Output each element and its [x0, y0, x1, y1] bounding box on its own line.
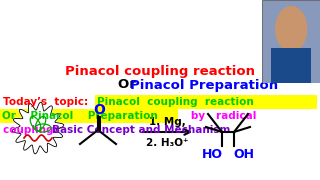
Text: 2. H₃O⁺: 2. H₃O⁺	[146, 138, 188, 148]
Text: HO: HO	[202, 147, 222, 161]
Text: by   radical: by radical	[180, 111, 256, 121]
Text: 1. Mg,: 1. Mg,	[148, 117, 185, 127]
Text: Or: Or	[118, 78, 140, 91]
Text: Today’s  topic:: Today’s topic:	[3, 97, 92, 107]
Bar	[0, 109, 178, 123]
Circle shape	[275, 6, 307, 52]
Polygon shape	[12, 102, 64, 154]
Text: Basic Concept and Mechanism.: Basic Concept and Mechanism.	[52, 125, 234, 135]
Bar	[95, 95, 317, 109]
FancyBboxPatch shape	[271, 48, 311, 83]
Text: O: O	[93, 103, 105, 117]
Text: Pinacol Preparation: Pinacol Preparation	[130, 78, 278, 91]
Text: coupling:: coupling:	[3, 125, 61, 135]
Text: Pinacol  coupling  reaction: Pinacol coupling reaction	[97, 97, 254, 107]
Text: Pinacol coupling reaction: Pinacol coupling reaction	[65, 66, 255, 78]
Text: Or    Pinacol    Preparation: Or Pinacol Preparation	[2, 111, 158, 121]
Text: OH: OH	[234, 147, 254, 161]
